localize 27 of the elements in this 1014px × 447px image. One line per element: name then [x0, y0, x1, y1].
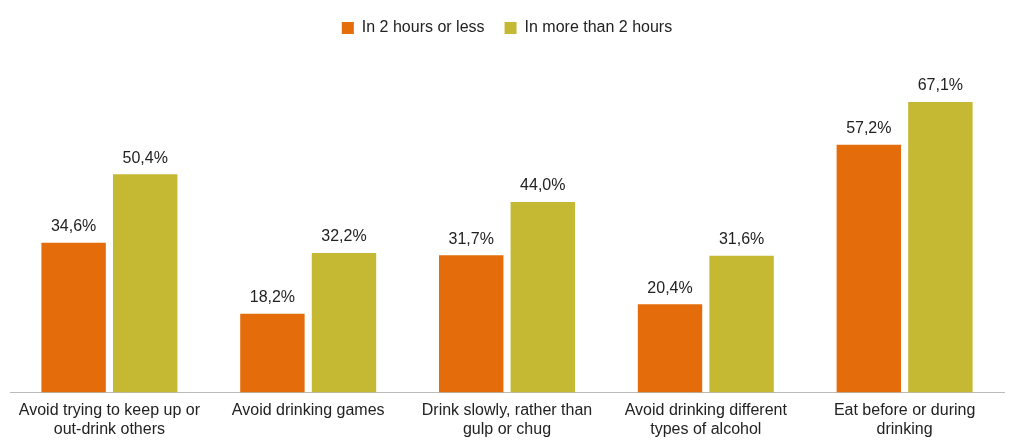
- data-label: 44,0%: [520, 176, 566, 194]
- data-label: 67,1%: [917, 76, 964, 94]
- x-tick-label: Avoid drinking different types of alcohol: [624, 400, 788, 437]
- bar: [908, 101, 973, 393]
- data-label: 32,2%: [321, 227, 367, 245]
- data-label: 57,2%: [846, 119, 892, 137]
- bar: [510, 201, 575, 393]
- x-tick-label: Drink slowly, rather than gulp or chug: [421, 400, 593, 437]
- data-label: 34,6%: [50, 217, 97, 235]
- bar: [240, 313, 305, 393]
- bar: [637, 304, 703, 393]
- bar: [709, 255, 774, 393]
- data-label: 50,4%: [122, 148, 168, 166]
- x-tick-label: Avoid drinking games: [231, 400, 385, 418]
- legend-label: In more than 2 hours: [524, 18, 673, 36]
- bar: [112, 174, 178, 393]
- data-label: 31,6%: [718, 230, 765, 248]
- x-tick-label: Eat before or during drinking: [833, 400, 976, 437]
- bar: [836, 144, 902, 393]
- x-tick-label: Avoid trying to keep up or out-drink others: [18, 400, 201, 437]
- data-label: 20,4%: [647, 278, 693, 296]
- data-label: 31,7%: [448, 229, 494, 247]
- bar: [439, 255, 504, 393]
- legend-label: In 2 hours or less: [361, 18, 485, 36]
- bar: [41, 242, 106, 393]
- data-label: 18,2%: [249, 288, 296, 306]
- bar: [311, 253, 377, 393]
